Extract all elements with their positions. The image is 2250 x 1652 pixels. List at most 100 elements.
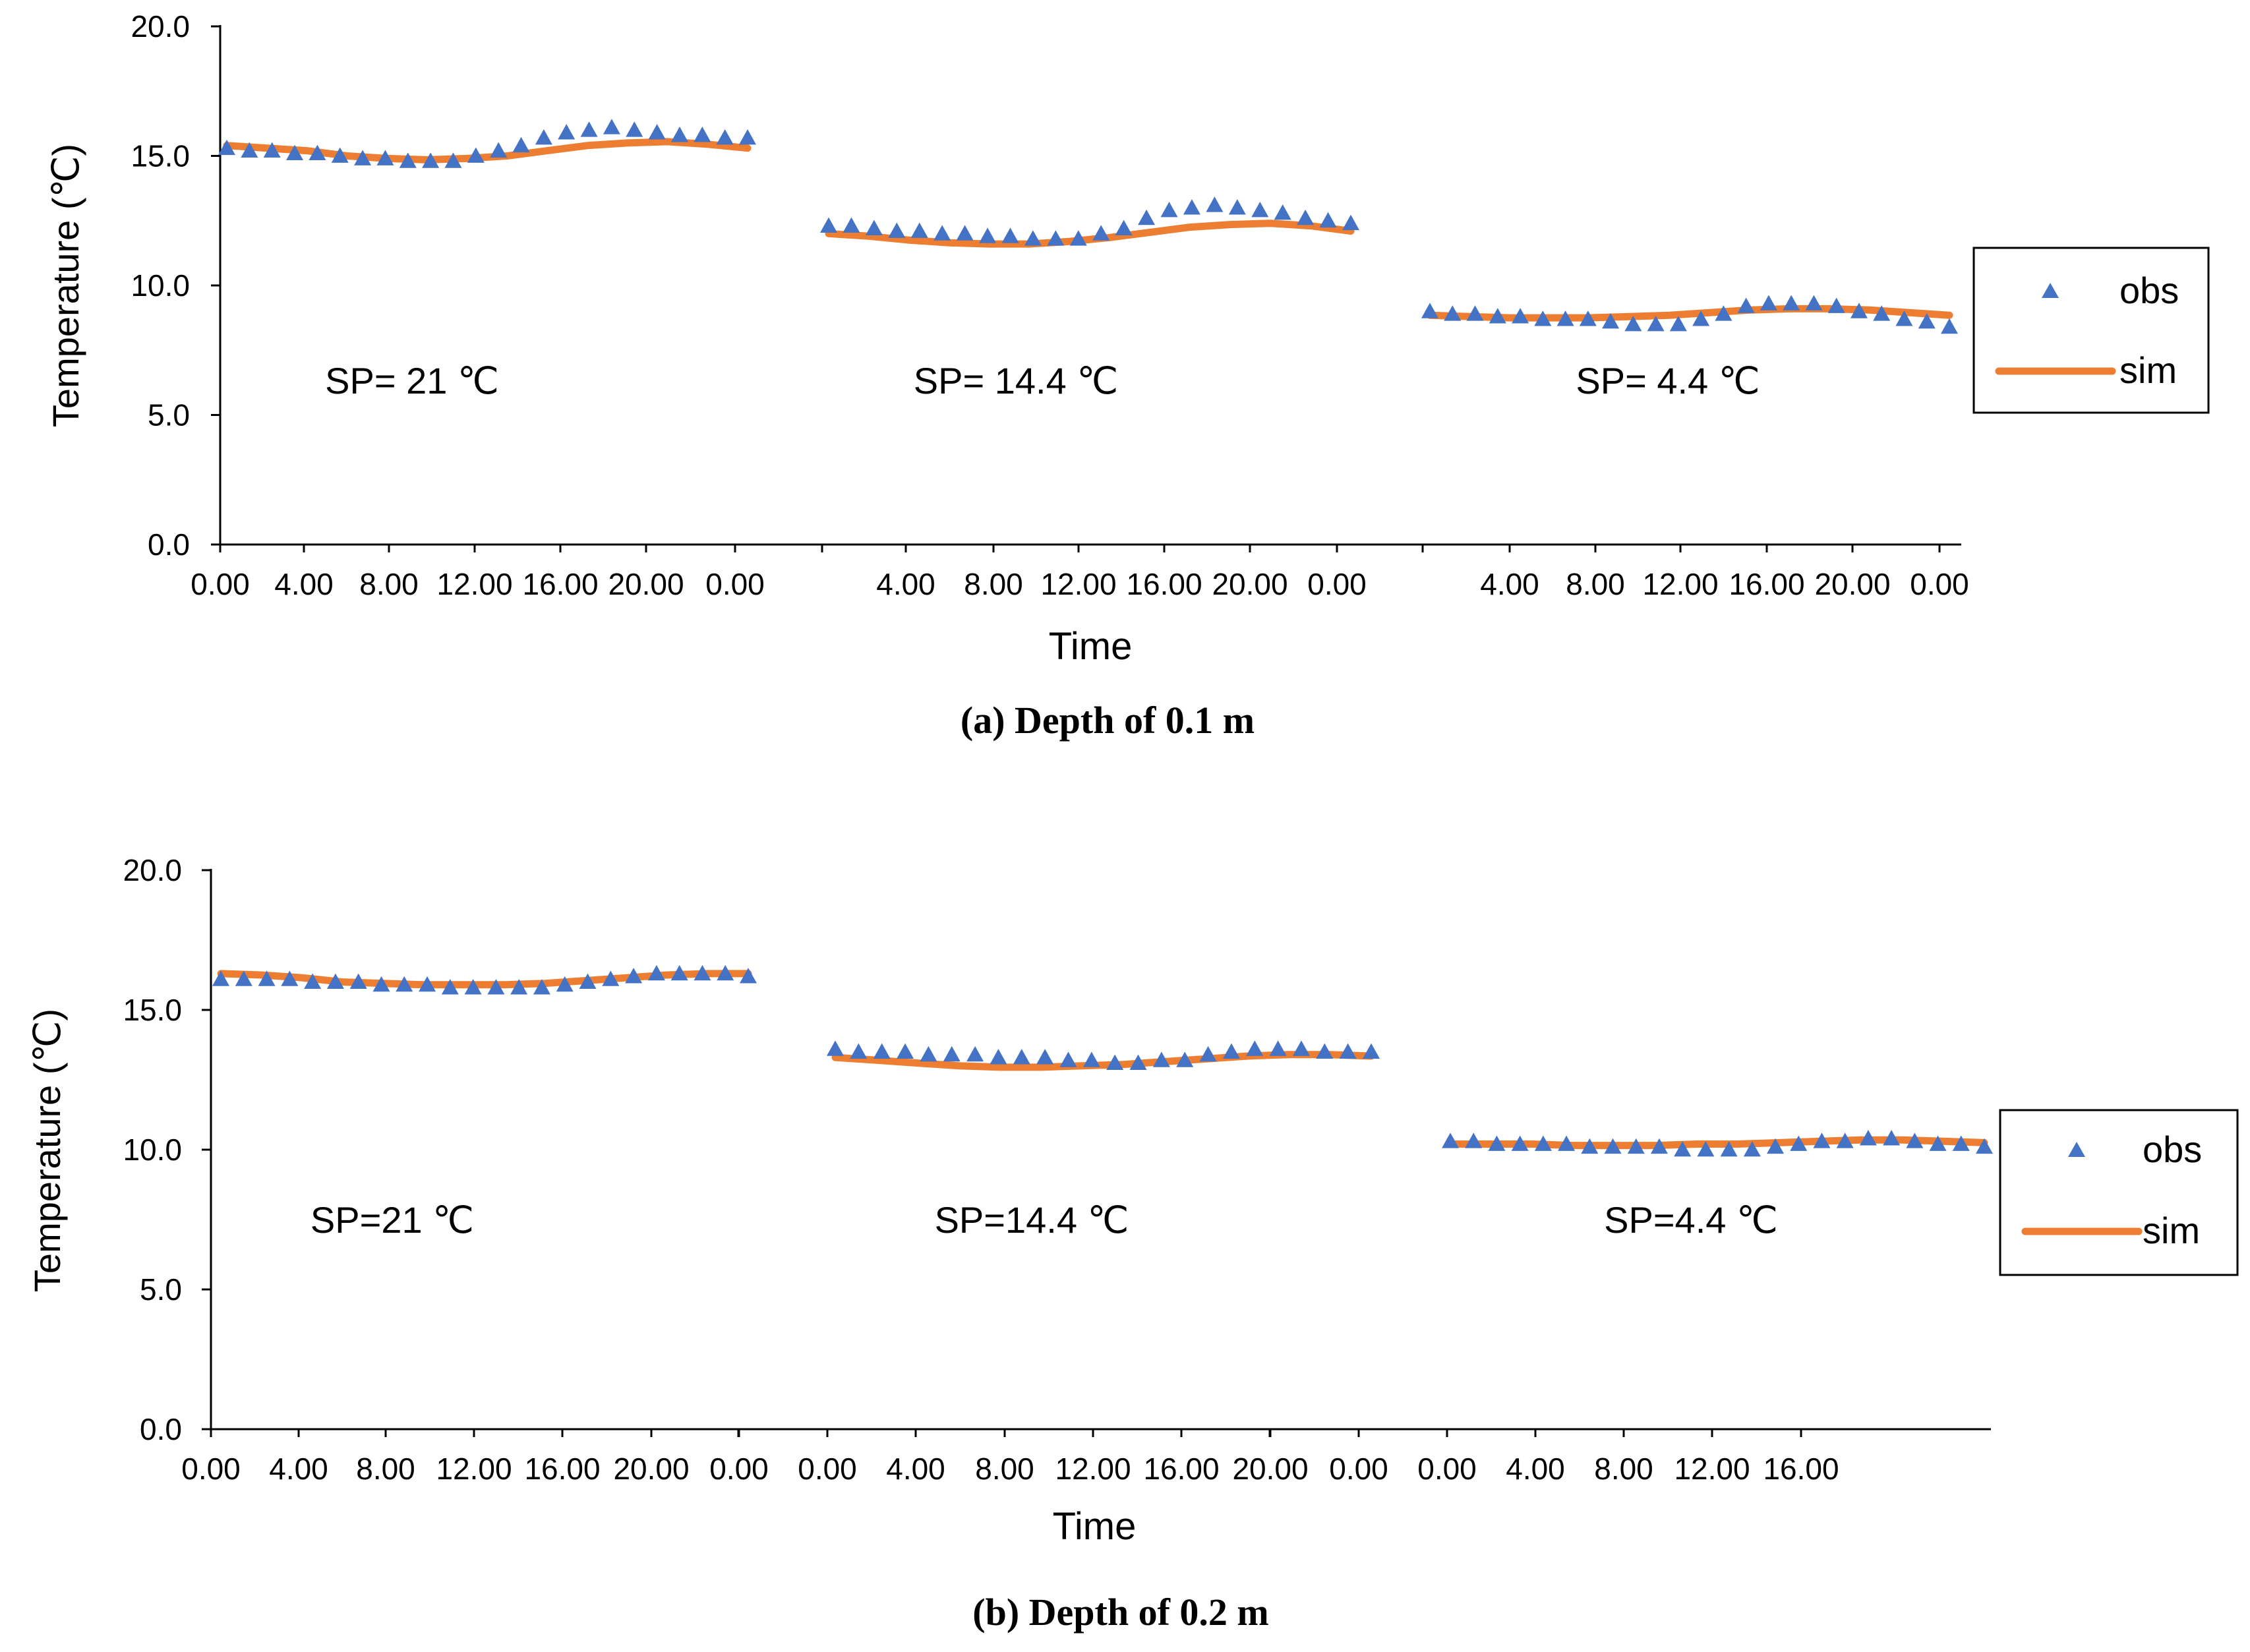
obs-point [1115,220,1133,235]
x-tick-label: 0.00 [181,1452,241,1486]
y-tick-label: 5.0 [140,1272,182,1307]
obs-point [1558,1135,1576,1151]
y-axis-title: Temperature (℃) [26,1009,68,1292]
legend-sim-label: sim [2143,1210,2200,1251]
x-tick-label: 0.00 [191,567,250,601]
sim-line [1446,1136,1988,1150]
obs-point [396,976,413,992]
obs-point [1363,1043,1380,1059]
obs-point [1850,303,1868,318]
obs-point [580,121,598,137]
obs-point [467,147,485,163]
obs-point [1160,202,1178,218]
x-tick-label: 8.00 [359,567,419,601]
obs-point [258,970,276,986]
obs-point [579,973,597,989]
obs-point [331,147,349,163]
y-axis-title: Temperature (℃) [45,144,86,427]
obs-point [1222,1043,1240,1059]
setpoint-label: SP= 14.4 ℃ [914,360,1118,401]
obs-point [1627,1138,1645,1154]
x-tick-label: 16.00 [1729,567,1804,601]
x-tick-label: 4.00 [274,567,334,601]
obs-point [933,225,951,241]
x-tick-label: 0.00 [1307,567,1367,601]
obs-point [1906,1133,1924,1148]
legend-sim-label: sim [2119,349,2177,391]
x-tick-label: 20.00 [608,567,684,601]
obs-point [1827,297,1845,313]
obs-point [1488,1135,1506,1151]
obs-point [827,1040,844,1056]
obs-point [1836,1133,1854,1148]
x-tick-label: 16.00 [1126,567,1202,601]
obs-point [1556,310,1574,326]
obs-point [1512,308,1529,324]
x-axis-title: Time [1053,1505,1137,1548]
obs-point [625,968,643,984]
obs-point [1489,308,1506,324]
obs-point [873,1043,891,1059]
obs-point [1316,1043,1334,1059]
obs-point [1790,1135,1808,1151]
obs-point [212,970,229,986]
obs-point [979,227,997,243]
legend-box [1999,1109,2239,1276]
obs-point [865,220,883,235]
x-tick-label: 8.00 [975,1452,1034,1486]
obs-point [1647,315,1665,332]
obs-point [1466,305,1484,321]
legend-box [1972,247,2210,414]
figure-caption: (a) Depth of 0.1 m [961,699,1255,742]
obs-point [966,1046,984,1062]
x-tick-label: 4.00 [886,1452,945,1486]
setpoint-label: SP= 4.4 ℃ [1576,360,1760,401]
obs-point [1941,318,1958,334]
obs-point [626,121,643,137]
obs-point [1319,212,1337,228]
obs-point [1269,1040,1287,1056]
obs-point [1001,227,1019,243]
x-tick-label: 0.00 [798,1452,857,1486]
obs-point [1760,295,1777,310]
obs-point [647,964,665,981]
obs-point [444,152,462,168]
obs-point [920,1046,937,1062]
obs-point [422,152,440,168]
obs-point [1013,1049,1030,1065]
obs-point [888,222,906,238]
obs-point [1534,310,1552,326]
y-tick-label: 15.0 [123,993,182,1027]
obs-point [556,976,574,992]
y-tick-label: 5.0 [148,398,190,432]
obs-point [1199,1046,1217,1062]
obs-point [1082,1051,1100,1067]
legend-obs-label: obs [2143,1129,2202,1170]
x-axis-title: Time [1049,625,1133,668]
obs-point [943,1046,961,1062]
x-tick-label: 8.00 [1594,1452,1653,1486]
sim-line [1426,305,1953,322]
obs-point [717,964,734,981]
obs-point [843,217,860,233]
obs-point [218,139,235,156]
x-tick-label: 16.00 [1143,1452,1219,1486]
x-tick-label: 20.00 [1212,567,1288,601]
obs-point [326,973,344,989]
obs-point [1534,1135,1552,1151]
obs-point [1297,209,1315,225]
x-tick-label: 12.00 [1674,1452,1750,1486]
x-tick-label: 8.00 [964,567,1023,601]
obs-point [1092,225,1110,241]
obs-point [1859,1130,1877,1146]
y-tick-label: 0.0 [140,1412,182,1446]
x-tick-label: 16.00 [1763,1452,1839,1486]
obs-point [1783,295,1800,310]
obs-point [1176,1051,1194,1067]
obs-point [648,124,666,140]
sim-line [831,1051,1375,1071]
obs-point [1342,214,1359,231]
obs-point [1274,204,1291,220]
obs-point [1624,315,1642,332]
